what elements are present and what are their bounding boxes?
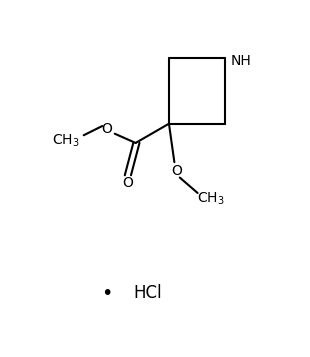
- Text: O: O: [171, 165, 182, 178]
- Text: HCl: HCl: [133, 284, 162, 302]
- Text: CH$_3$: CH$_3$: [197, 190, 225, 207]
- Text: NH: NH: [231, 54, 252, 69]
- Text: •: •: [101, 283, 113, 303]
- Text: CH$_3$: CH$_3$: [52, 132, 80, 149]
- Text: O: O: [122, 176, 133, 190]
- Text: O: O: [101, 122, 113, 136]
